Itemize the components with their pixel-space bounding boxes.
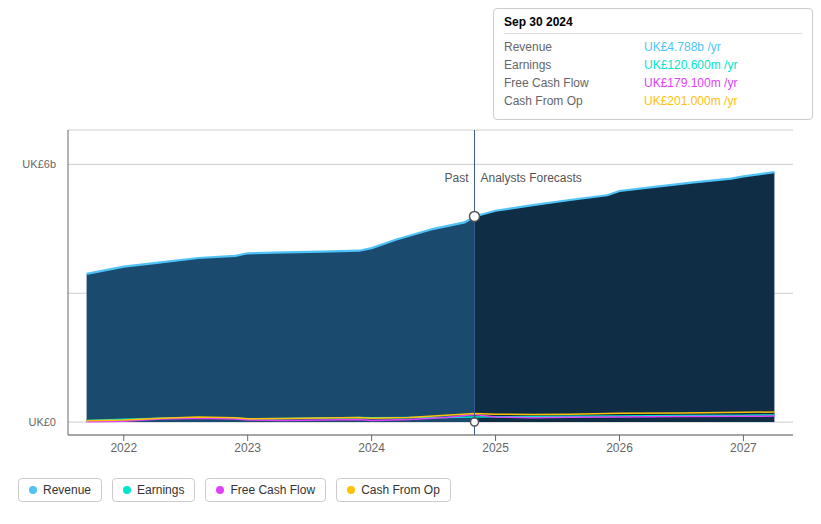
- html-text:UK£4.788b /yr: UK£4.788b /yr: [644, 40, 721, 54]
- svg-text:2024: 2024: [358, 441, 385, 455]
- html-text:UK£201.000m /yr: UK£201.000m /yr: [644, 94, 738, 108]
- html-text:UK£179.100m /yr: UK£179.100m /yr: [644, 76, 738, 90]
- html-text:Free Cash Flow: Free Cash Flow: [230, 483, 316, 497]
- html-text:Earnings: Earnings: [137, 483, 185, 497]
- html-text:Sep 30 2024: Sep 30 2024: [504, 15, 573, 29]
- svg-text:UK£0: UK£0: [28, 416, 56, 428]
- html-text:Cash From Op: Cash From Op: [504, 94, 583, 108]
- html-text:Cash From Op: Cash From Op: [361, 483, 440, 497]
- html-text:Revenue: Revenue: [43, 483, 91, 497]
- svg-text:Analysts Forecasts: Analysts Forecasts: [480, 171, 581, 185]
- svg-text:2027: 2027: [730, 441, 757, 455]
- svg-text:UK£6b: UK£6b: [22, 158, 56, 170]
- html-text:UK£120.600m /yr: UK£120.600m /yr: [644, 58, 738, 72]
- html-text:Earnings: Earnings: [504, 58, 552, 72]
- html-text:Revenue: Revenue: [504, 40, 552, 54]
- html-text:Free Cash Flow: Free Cash Flow: [504, 76, 589, 90]
- svg-text:2022: 2022: [110, 441, 137, 455]
- svg-text:2023: 2023: [234, 441, 261, 455]
- svg-text:2026: 2026: [606, 441, 633, 455]
- svg-text:Past: Past: [444, 171, 469, 185]
- svg-text:2025: 2025: [482, 441, 509, 455]
